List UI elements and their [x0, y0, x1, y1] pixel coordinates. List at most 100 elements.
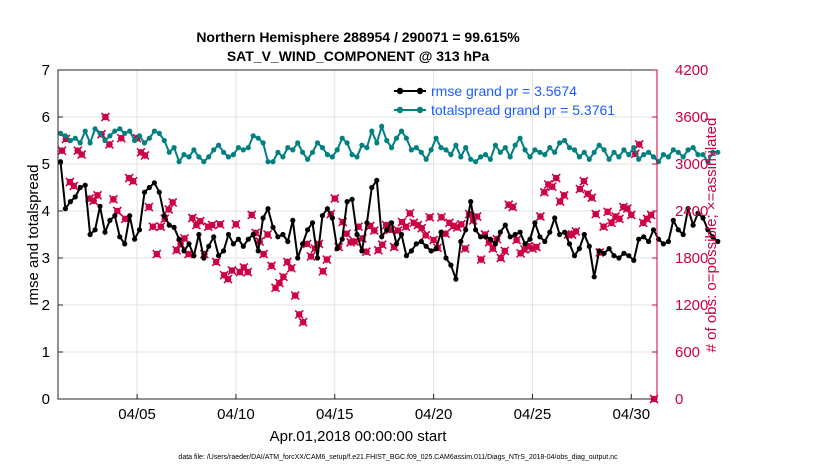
rmse-point — [339, 236, 345, 242]
rmse-point — [260, 215, 266, 221]
rmse-point — [265, 206, 271, 212]
totalspread-point — [112, 128, 118, 134]
obs-assimilated-point — [425, 212, 435, 222]
rmse-point — [517, 229, 523, 235]
obs-assimilated-point — [559, 190, 569, 200]
rmse-point — [369, 184, 375, 191]
rmse-point — [132, 236, 138, 242]
totalspread-point — [650, 154, 657, 160]
obs-assimilated-point — [614, 214, 624, 224]
totalspread-point — [141, 140, 148, 146]
rmse-point — [171, 224, 177, 230]
obs-point-cross — [330, 193, 340, 204]
obs-point-cross — [195, 216, 205, 226]
obs-assimilated-point — [144, 202, 154, 212]
rmse-point — [364, 220, 370, 226]
rmse-point — [374, 177, 380, 183]
totalspread-point — [428, 147, 434, 153]
obs-point-cross — [603, 207, 613, 217]
totalspread-point — [240, 147, 246, 153]
totalspread-point — [403, 135, 409, 141]
rmse-point — [255, 248, 261, 254]
rmse-point — [216, 253, 222, 259]
rmse-point — [547, 229, 553, 235]
totalspread-point — [646, 149, 652, 155]
totalspread-point — [695, 152, 701, 158]
totalspread-point — [359, 142, 365, 148]
rmse-point — [636, 236, 642, 242]
totalspread-point — [448, 152, 454, 158]
obs-point-cross — [508, 202, 518, 212]
totalspread-point — [290, 147, 296, 153]
y-tick-label-right: 3600 — [675, 109, 708, 126]
totalspread-point — [265, 159, 271, 165]
obs-point-cross — [243, 267, 253, 277]
obs-assimilated-point — [77, 150, 87, 160]
obs-assimilated-point — [575, 184, 585, 194]
rmse-point — [191, 253, 197, 259]
totalspread-point — [186, 154, 192, 160]
obs-assimilated-point — [306, 251, 316, 261]
totalspread-point — [389, 145, 395, 151]
rmse-point — [275, 234, 281, 240]
y-axis-label-left: rmse and totalspread — [25, 165, 42, 306]
y-tick-label-right: 3000 — [675, 156, 708, 173]
totalspread-point — [552, 149, 558, 155]
rmse-point — [87, 231, 93, 238]
x-tick-label: 04/25 — [514, 406, 552, 423]
y-tick-label-right: 1200 — [675, 297, 708, 314]
rmse-point — [156, 189, 162, 195]
obs-point-cross — [425, 212, 435, 222]
rmse-point — [329, 215, 335, 221]
obs-point-cross — [401, 222, 411, 232]
rmse-point — [136, 227, 143, 233]
rmse-point — [225, 231, 232, 238]
x-axis-label: Apr.01,2018 00:00:00 start — [270, 428, 448, 445]
rmse-point — [235, 236, 241, 242]
y-tick-label-left: 0 — [42, 391, 50, 408]
obs-assimilated-point — [243, 267, 253, 277]
axes: 04/05 04/10 04/15 04/20 04/25 04/30 0 1 2 3 4 5 6 7 0 6… — [42, 62, 709, 423]
totalspread-point — [354, 154, 360, 160]
obs-point-cross — [579, 176, 589, 186]
obs-assimilated-point — [606, 218, 617, 228]
obs-assimilated-point — [278, 272, 288, 282]
y-tick-label-right: 600 — [675, 344, 700, 361]
obs-assimilated-point — [417, 223, 427, 233]
legend-marker-totalspread — [396, 106, 404, 114]
obs-point-cross — [215, 219, 225, 229]
obs-point-cross — [152, 249, 162, 259]
rmse-point — [349, 196, 355, 202]
totalspread-point — [230, 152, 236, 158]
obs-assimilated-point — [496, 253, 506, 263]
rmse-point — [715, 238, 721, 245]
rmse-point — [537, 234, 543, 240]
obs-point-cross — [108, 194, 118, 204]
rmse-point — [300, 241, 306, 247]
totalspread-point — [161, 137, 167, 144]
totalspread-point — [191, 147, 197, 153]
obs-point-cross — [231, 219, 241, 229]
y-tick-label-left: 5 — [42, 156, 50, 173]
obs-assimilated-point — [100, 112, 110, 122]
y-tick-label-left: 4 — [42, 203, 50, 220]
obs-point-cross — [140, 150, 150, 160]
totalspread-point — [443, 147, 449, 153]
totalspread-point — [87, 140, 93, 146]
rmse-point — [196, 231, 202, 238]
rmse-point — [532, 220, 538, 226]
rmse-point — [601, 250, 607, 256]
totalspread-point — [275, 149, 281, 155]
y-tick-label-right: 4200 — [675, 62, 708, 79]
totalspread-point — [458, 154, 464, 160]
rmse-point — [616, 255, 622, 261]
rmse-point — [478, 234, 484, 240]
obs-assimilated-point — [286, 263, 296, 273]
obs-assimilated-point — [57, 146, 67, 156]
obs-point-cross — [306, 251, 316, 261]
totalspread-point — [512, 142, 518, 148]
totalspread-point — [102, 137, 108, 144]
obs-assimilated-point — [128, 176, 138, 186]
rmse-point — [418, 238, 424, 245]
rmse-point — [611, 253, 617, 259]
